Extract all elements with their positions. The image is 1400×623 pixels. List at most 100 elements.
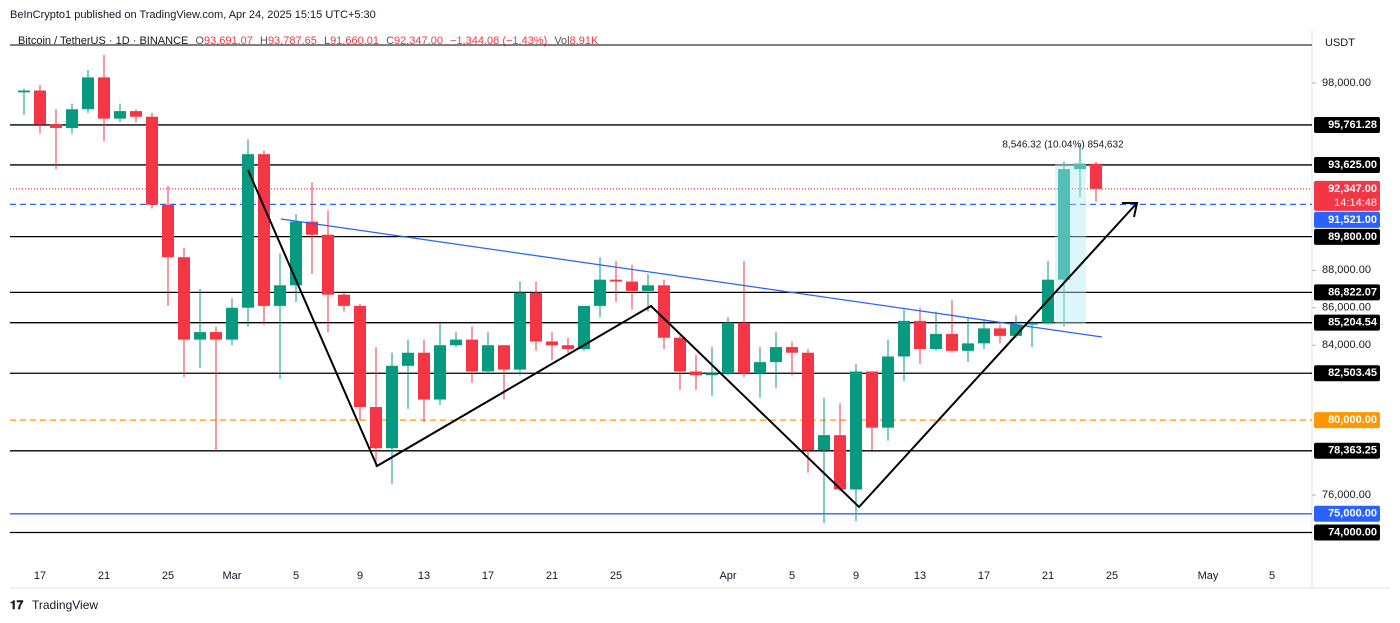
x-tick-label: 5 [293,570,299,582]
candle-body [690,371,702,376]
volume-key: Vol [554,35,569,47]
candle-body [290,221,302,286]
ohlc-key: L [324,35,330,47]
level-label: 89,800.00 [1328,231,1377,243]
candle-body [482,345,494,372]
level-label: 85,204.54 [1328,317,1378,329]
x-tick-label: 21 [546,570,558,582]
candle-body [754,362,766,374]
candle-body [258,154,270,306]
x-tick-label: 25 [162,570,174,582]
candle-body [450,339,462,346]
candle-body [370,407,382,449]
x-tick-label: 13 [418,570,430,582]
currency: USDT [1325,37,1355,49]
candle-body [322,234,334,295]
candle-body [1090,163,1102,189]
candle-body [1058,169,1070,280]
ohlc-value: 93,691.07 [204,35,253,47]
level-label-box [1314,505,1380,522]
candle-body [994,328,1006,336]
candle-body [546,341,558,346]
y-tick-label: 86,000.00 [1322,302,1371,314]
candle-body [962,343,974,351]
y-tick-label: 98,000.00 [1322,77,1371,89]
x-tick-label: 5 [789,570,795,582]
countdown: 14:14:48 [1334,197,1377,209]
level-label-box [1314,211,1380,228]
candle-body [1074,163,1086,170]
candle-body [146,116,158,205]
measure-label: 8,546.32 (10.04%) 854,632 [1002,140,1124,151]
candle-body [850,371,862,490]
candle-body [674,337,686,372]
candle-body [210,332,222,340]
logo-mark: 𝟏𝟕 [10,598,24,612]
attribution: BeInCrypto1 published on TradingView.com… [10,9,376,21]
level-label: 91,521.00 [1328,214,1377,226]
candle-body [946,333,958,351]
candle-body [402,352,414,366]
candle-body [418,352,430,400]
candle-body [642,285,654,291]
candle-body [706,373,718,376]
candle-body [226,307,238,340]
level-label: 75,000.00 [1328,508,1377,520]
candle-body [738,322,750,374]
change: −1,344.08 (−1.43%) [450,35,547,47]
trend-line [280,218,1103,338]
candle-body [434,345,446,400]
x-tick-label: 21 [98,570,110,582]
candle-body [626,281,638,291]
level-label-box [1314,116,1380,133]
footer: TradingView [32,598,98,612]
x-tick-label: 25 [610,570,622,582]
volume-value: 8.91K [570,35,599,47]
level-label-box [1314,284,1380,301]
level-label-box [1314,228,1380,245]
ohlc-value: 92,347.00 [394,35,443,47]
y-tick-label: 88,000.00 [1322,264,1371,276]
x-tick-label: 17 [482,570,494,582]
candle-body [930,333,942,349]
x-tick-label: 5 [1269,570,1275,582]
level-label: 78,363.25 [1328,445,1377,457]
x-tick-label: May [1198,570,1219,582]
ohlc-value: 93,787.65 [268,35,317,47]
level-label-box [1314,180,1380,211]
symbol: Bitcoin / TetherUS · 1D · BINANCE [18,35,188,47]
y-tick-label: 84,000.00 [1322,339,1371,351]
legend-header: Bitcoin / TetherUS · 1D · BINANCE O93,69… [18,35,599,47]
candle-body [594,279,606,306]
candle-body [242,154,254,308]
candle-body [1010,324,1022,336]
candle-body [882,356,894,428]
candle-body [50,124,62,128]
x-tick-label: 13 [914,570,926,582]
candle-body [562,345,574,349]
candle-body [514,292,526,370]
measure-box [1055,163,1086,324]
candle-body [178,257,190,340]
candle-body [818,435,830,451]
candle-body [354,305,366,408]
candle-body [82,77,94,110]
candle-body [978,328,990,344]
level-label: 80,000.00 [1328,414,1377,426]
candle-body [338,294,350,306]
ohlc-key: C [386,35,394,47]
level-label: 86,822.07 [1328,286,1377,298]
candle-body [802,352,814,451]
x-tick-label: Apr [719,570,736,582]
candle-body [1026,322,1038,325]
level-label-box [1314,412,1380,429]
candle-body [18,90,30,93]
level-label: 95,761.28 [1328,119,1377,131]
ohlc-key: O [195,35,204,47]
candle-body [130,111,142,117]
candle-body [466,339,478,372]
arrow-head [1122,202,1139,218]
level-label-box [1314,524,1380,541]
